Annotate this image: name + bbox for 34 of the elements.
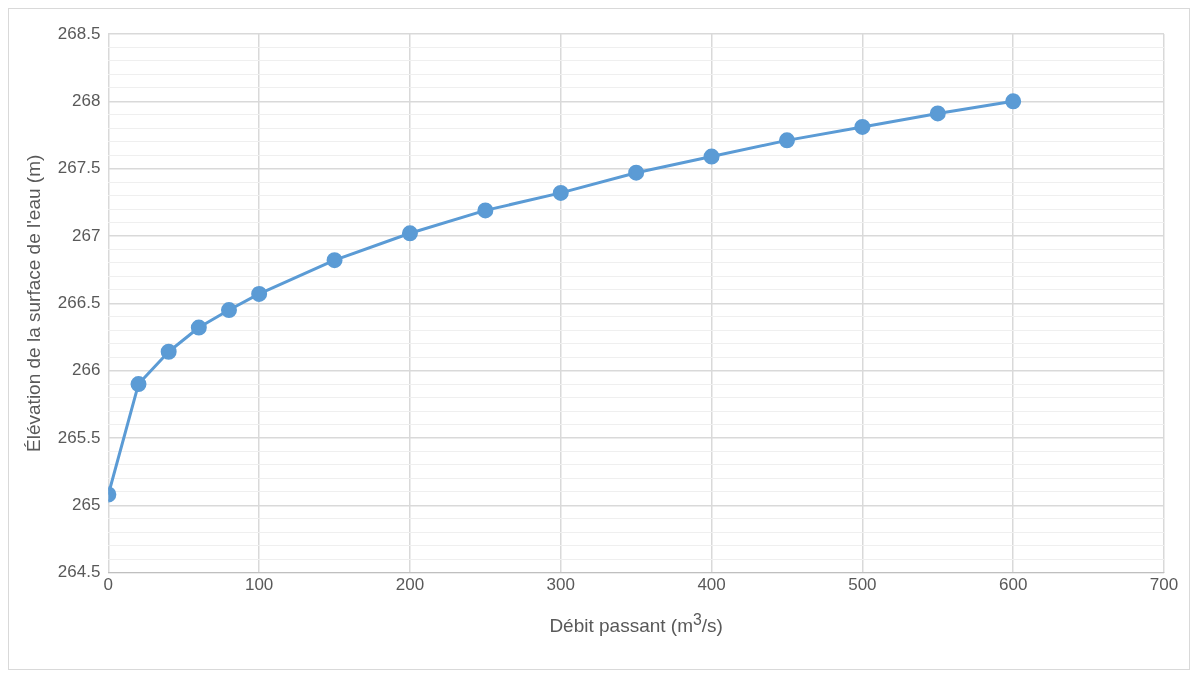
point	[778, 132, 795, 149]
x-tick-label: 100	[244, 575, 274, 595]
point	[552, 184, 569, 201]
x-tick-label: 700	[1149, 575, 1179, 595]
point	[854, 118, 871, 135]
point	[703, 148, 720, 165]
x-tick-label: 500	[848, 575, 877, 595]
y-tick-label: 267.5	[57, 158, 101, 178]
y-tick-label: 265	[71, 494, 101, 514]
point	[220, 302, 237, 319]
point	[130, 376, 147, 393]
point	[251, 285, 268, 302]
point	[190, 319, 207, 336]
point	[401, 225, 418, 242]
point	[628, 164, 645, 181]
point	[326, 252, 343, 269]
point	[477, 202, 494, 219]
point	[1005, 93, 1022, 110]
y-tick-label: 267	[71, 225, 101, 245]
x-tick-label: 0	[103, 575, 114, 595]
y-tick-label: 268	[71, 91, 101, 111]
x-tick-label: 300	[546, 575, 575, 595]
x-tick-label: 600	[999, 575, 1028, 595]
y-tick-label: 266	[71, 360, 101, 380]
x-tick-label: 400	[697, 575, 726, 595]
y-tick-label: 264.5	[57, 562, 101, 582]
y-axis-title: Élévation de la surface de l'eau (m)	[22, 154, 44, 452]
point	[929, 105, 946, 122]
x-tick-label: 200	[395, 575, 425, 595]
y-tick-label: 268.5	[57, 23, 101, 43]
y-tick-label: 266.5	[57, 292, 101, 312]
y-tick-label: 265.5	[57, 427, 101, 447]
x-axis-title: Débit passant (m$^{3}$/s)	[548, 610, 724, 637]
point	[160, 343, 177, 360]
